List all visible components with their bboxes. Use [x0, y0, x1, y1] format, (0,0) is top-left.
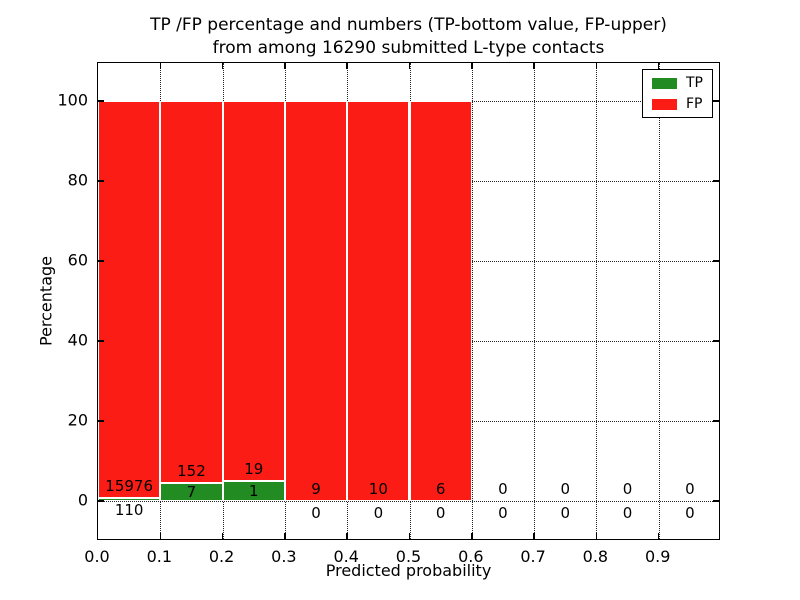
y-tick-mark — [713, 340, 719, 342]
bar-tp — [98, 498, 161, 501]
gridline-vertical — [658, 63, 660, 539]
y-tick-mark — [98, 180, 104, 182]
y-tick-label: 40 — [67, 330, 88, 350]
bar-fp — [98, 101, 161, 499]
legend-label: FP — [686, 96, 703, 112]
x-tick-label: 0.6 — [458, 547, 484, 566]
x-tick-label: 0.4 — [333, 547, 359, 566]
legend-swatch — [652, 77, 677, 89]
chart-title: TP /FP percentage and numbers (TP-bottom… — [97, 14, 720, 60]
x-tick-mark — [346, 63, 348, 69]
tp-count-label: 0 — [622, 504, 633, 522]
y-tick-mark — [98, 260, 104, 262]
y-tick-mark — [713, 500, 719, 502]
x-tick-mark — [159, 63, 162, 69]
tp-count-label: 0 — [560, 504, 571, 522]
y-tick-label: 20 — [67, 410, 88, 430]
y-tick-label: 80 — [67, 170, 88, 190]
tp-count-label: 1 — [248, 482, 259, 500]
x-tick-mark — [408, 63, 411, 69]
gridline-vertical — [534, 63, 536, 539]
fp-count-label: 10 — [368, 480, 388, 498]
fp-count-label: 0 — [560, 480, 571, 498]
y-tick-mark — [98, 100, 104, 102]
bar-tp — [160, 483, 223, 501]
tp-count-label: 110 — [114, 501, 144, 520]
fp-count-label: 9 — [311, 480, 321, 498]
y-tick-mark — [98, 500, 104, 502]
fp-count-label: 152 — [177, 462, 206, 481]
legend-swatch — [652, 98, 677, 110]
y-tick-label: 60 — [67, 250, 88, 270]
fp-count-label: 6 — [435, 480, 446, 498]
tp-count-label: 0 — [435, 504, 446, 522]
gridline-vertical — [471, 63, 473, 539]
fp-count-label: 19 — [244, 460, 264, 478]
y-tick-mark — [713, 420, 719, 422]
x-axis-label: Predicted probability — [325, 561, 492, 580]
chart-title-line1: TP /FP percentage and numbers (TP-bottom… — [150, 15, 667, 35]
y-tick-mark — [713, 260, 719, 262]
x-tick-mark — [408, 533, 411, 539]
fp-count-label: 0 — [622, 480, 633, 498]
bar-fp — [222, 101, 285, 481]
legend-item: TP — [652, 76, 703, 90]
x-tick-mark — [533, 533, 535, 539]
x-tick-label: 0.1 — [146, 547, 173, 566]
x-tick-mark — [284, 533, 286, 539]
plot-area: TP FP 15976 110 152 7 19 1 9 0 10 0 6 0 0 0 0 0 0 0 0 0 — [97, 62, 720, 540]
tp-count-label: 0 — [373, 504, 384, 522]
x-tick-mark — [595, 63, 598, 69]
fp-count-label: 0 — [685, 480, 695, 498]
y-tick-mark — [713, 100, 719, 102]
x-tick-mark — [221, 63, 224, 69]
x-tick-label: 0.2 — [208, 547, 235, 566]
y-tick-label: 100 — [57, 90, 88, 110]
gridline-vertical — [596, 63, 598, 539]
bar-fp — [160, 101, 223, 484]
bar-fp — [284, 101, 348, 501]
tp-count-label: 0 — [685, 504, 695, 522]
x-tick-mark — [284, 63, 286, 69]
x-tick-label: 0.3 — [271, 547, 297, 566]
legend-label: TP — [686, 75, 703, 91]
y-tick-mark — [713, 180, 719, 182]
fp-count-label: 15976 — [105, 477, 153, 496]
x-tick-mark — [471, 533, 473, 539]
x-tick-label: 0.8 — [582, 547, 609, 566]
y-tick-label: 0 — [77, 490, 88, 510]
x-tick-label: 0.9 — [644, 547, 671, 566]
x-tick-mark — [471, 63, 473, 69]
bar-fp — [409, 101, 472, 501]
bar-tp — [222, 481, 285, 501]
x-tick-mark — [346, 533, 348, 539]
gridline-horizontal — [98, 501, 719, 502]
chart-title-line2: from among 16290 submitted L-type contac… — [212, 38, 605, 58]
x-tick-mark — [533, 63, 535, 69]
legend-item: FP — [652, 97, 703, 111]
x-tick-mark — [657, 533, 660, 539]
x-tick-mark — [657, 63, 660, 69]
fp-count-label: 0 — [498, 480, 508, 498]
x-tick-mark — [159, 533, 162, 539]
y-tick-mark — [98, 420, 104, 422]
y-tick-mark — [98, 340, 104, 342]
x-tick-label: 0.5 — [395, 547, 422, 566]
bar-fp — [347, 101, 410, 501]
x-tick-label: 0.0 — [84, 547, 110, 566]
x-tick-mark — [221, 533, 224, 539]
x-tick-mark — [595, 533, 598, 539]
legend: TP FP — [642, 69, 713, 118]
x-tick-label: 0.7 — [520, 547, 546, 566]
tp-count-label: 0 — [311, 504, 321, 522]
tp-count-label: 7 — [186, 483, 197, 502]
tp-count-label: 0 — [498, 504, 508, 522]
